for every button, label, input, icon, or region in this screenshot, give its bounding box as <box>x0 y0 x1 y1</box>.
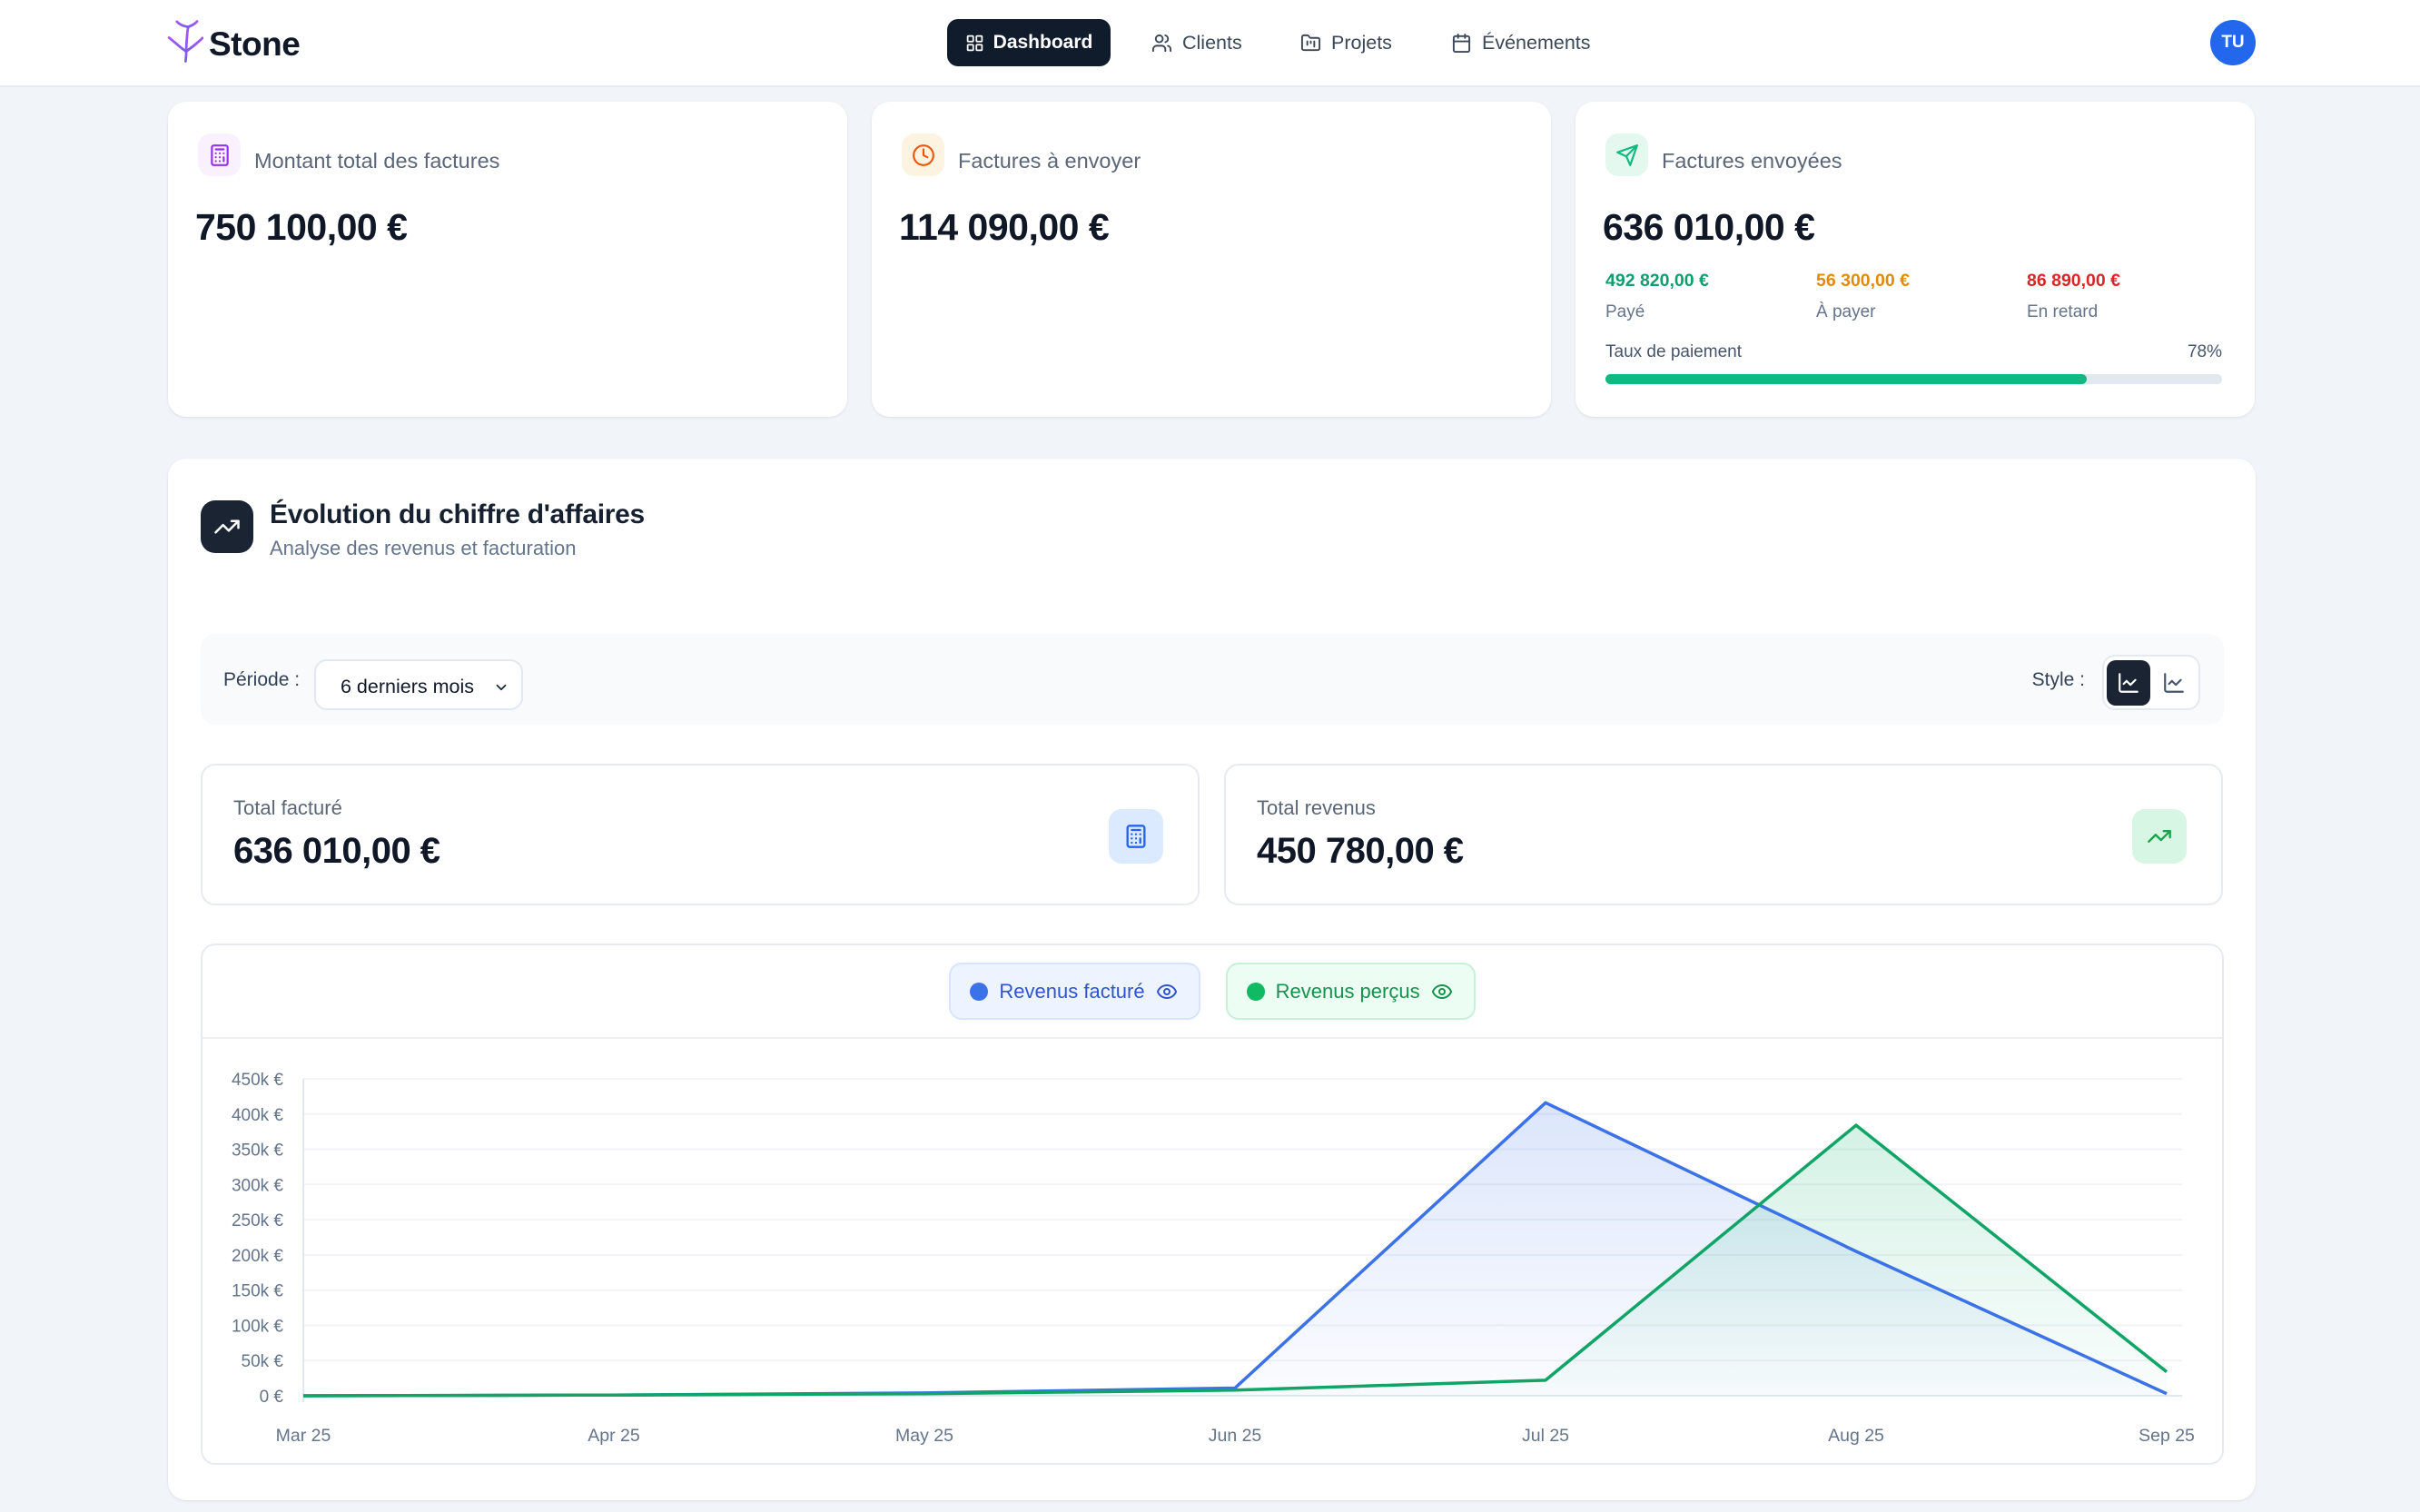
svg-text:300k €: 300k € <box>232 1176 283 1195</box>
svg-text:May 25: May 25 <box>895 1426 953 1446</box>
svg-text:450k €: 450k € <box>232 1071 283 1090</box>
svg-text:400k €: 400k € <box>232 1106 283 1125</box>
svg-text:Sep 25: Sep 25 <box>2138 1426 2195 1446</box>
svg-text:50k €: 50k € <box>242 1352 284 1371</box>
svg-text:Aug 25: Aug 25 <box>1828 1426 1884 1446</box>
svg-text:Jul 25: Jul 25 <box>1522 1426 1569 1446</box>
svg-text:100k €: 100k € <box>232 1317 283 1336</box>
svg-text:Jun 25: Jun 25 <box>1209 1426 1262 1446</box>
svg-text:250k €: 250k € <box>232 1211 283 1230</box>
svg-text:0 €: 0 € <box>260 1388 284 1407</box>
svg-text:200k €: 200k € <box>232 1247 283 1266</box>
svg-text:Apr 25: Apr 25 <box>588 1426 640 1446</box>
svg-text:150k €: 150k € <box>232 1282 283 1301</box>
svg-text:350k €: 350k € <box>232 1141 283 1161</box>
svg-text:Mar 25: Mar 25 <box>276 1426 331 1446</box>
